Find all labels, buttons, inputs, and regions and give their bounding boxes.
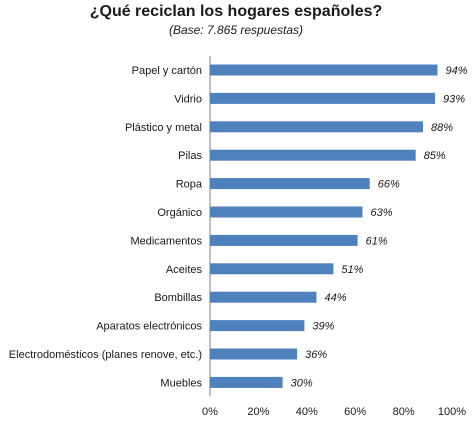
category-label: Bombillas (154, 292, 202, 304)
value-label: 36% (305, 349, 327, 361)
bar (210, 234, 358, 246)
value-label: 30% (291, 377, 313, 389)
x-tick-label: 100% (438, 406, 466, 418)
value-label: 39% (312, 321, 334, 333)
bar (210, 121, 423, 133)
x-tick-label: 20% (247, 406, 269, 418)
category-label: Plástico y metal (125, 122, 202, 134)
x-tick-label: 0% (202, 406, 218, 418)
value-label: 63% (370, 207, 392, 219)
category-label: Muebles (160, 377, 202, 389)
bar (210, 320, 305, 332)
value-label: 51% (341, 264, 363, 276)
chart-title: ¿Qué reciclan los hogares españoles? (89, 3, 383, 20)
category-label: Pilas (178, 150, 202, 162)
category-label: Electrodomésticos (planes renove, etc.) (9, 349, 202, 361)
bar (210, 206, 363, 218)
category-label: Papel y cartón (132, 65, 202, 77)
category-label: Aparatos electrónicos (96, 321, 202, 333)
bar (210, 149, 416, 161)
x-tick-label: 80% (393, 406, 415, 418)
bar (210, 178, 370, 190)
value-label: 44% (324, 292, 346, 304)
bar (210, 348, 298, 360)
value-label: 93% (443, 93, 465, 105)
bar (210, 291, 317, 303)
category-label: Vidrio (174, 93, 202, 105)
category-label: Aceites (166, 264, 203, 276)
chart-subtitle: (Base: 7.865 respuestas) (168, 23, 304, 37)
bar (210, 64, 438, 76)
bar (210, 376, 283, 388)
category-label: Medicamentos (130, 235, 202, 247)
bar (210, 92, 436, 104)
value-label: 88% (431, 122, 453, 134)
value-label: 85% (424, 150, 446, 162)
category-label: Orgánico (157, 207, 202, 219)
x-tick-label: 60% (344, 406, 366, 418)
bar (210, 263, 334, 275)
x-tick-label: 40% (296, 406, 318, 418)
value-label: 61% (366, 235, 388, 247)
value-label: 66% (378, 179, 400, 191)
category-label: Ropa (176, 179, 203, 191)
value-label: 94% (445, 65, 467, 77)
